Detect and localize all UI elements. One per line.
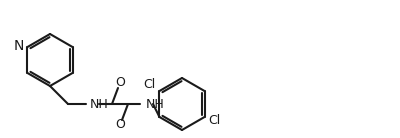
Text: Cl: Cl xyxy=(143,78,156,91)
Text: NH: NH xyxy=(146,98,165,111)
Text: NH: NH xyxy=(90,98,109,111)
Text: O: O xyxy=(115,119,125,132)
Text: N: N xyxy=(14,39,24,53)
Text: Cl: Cl xyxy=(208,115,221,128)
Text: O: O xyxy=(115,76,125,90)
